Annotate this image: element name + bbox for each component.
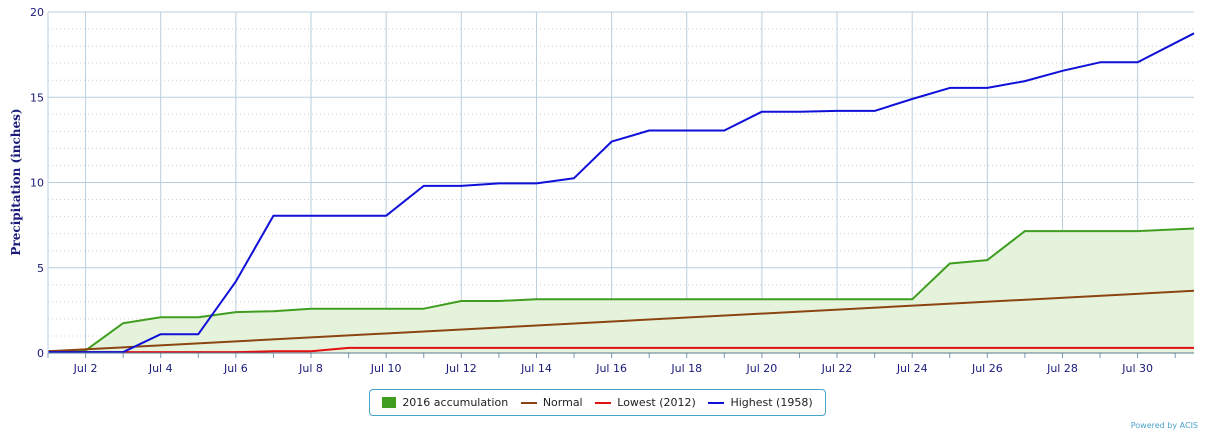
legend-swatch-normal bbox=[520, 401, 537, 404]
x-tick-label: Jul 2 bbox=[73, 362, 98, 375]
x-tick-label: Jul 4 bbox=[148, 362, 173, 375]
area-layer bbox=[48, 228, 1194, 353]
legend-label-2016: 2016 accumulation bbox=[402, 396, 509, 409]
y-tick-label: 0 bbox=[37, 347, 44, 360]
legend-item-lowest[interactable]: Lowest (2012) bbox=[595, 396, 696, 409]
y-tick-label: 5 bbox=[37, 262, 44, 275]
x-tick-label: Jul 30 bbox=[1121, 362, 1153, 375]
y-tick-label: 15 bbox=[30, 91, 44, 104]
series-line-highest-1958 bbox=[48, 32, 1195, 354]
legend-item-2016[interactable]: 2016 accumulation bbox=[382, 396, 508, 409]
legend-swatch-lowest bbox=[595, 401, 612, 404]
credit-link[interactable]: Powered by ACIS bbox=[1130, 421, 1198, 430]
axes: 0 5 10 15 20 Jul 2 Jul 4 Jul 6 Jul 8 Jul 10 Jul 12… bbox=[30, 6, 1194, 375]
x-tick-label: Jul 8 bbox=[298, 362, 323, 375]
x-tick-label: Jul 18 bbox=[670, 362, 702, 375]
grid bbox=[48, 11, 1194, 354]
y-tick-label: 20 bbox=[30, 6, 44, 19]
y-axis-label: Precipitation (inches) bbox=[9, 108, 23, 255]
x-tick-label: Jul 22 bbox=[821, 362, 853, 375]
x-tick-label: Jul 28 bbox=[1046, 362, 1078, 375]
x-tick-label: Jul 16 bbox=[595, 362, 627, 375]
legend-item-highest[interactable]: Highest (1958) bbox=[708, 396, 813, 409]
line-layer bbox=[47, 32, 1195, 354]
legend-label-highest: Highest (1958) bbox=[730, 396, 813, 409]
x-tick-label: Jul 26 bbox=[971, 362, 1003, 375]
x-tick-label: Jul 6 bbox=[223, 362, 248, 375]
legend-item-normal[interactable]: Normal bbox=[520, 396, 583, 409]
legend-swatch-highest bbox=[708, 401, 725, 404]
x-tick-label: Jul 20 bbox=[746, 362, 778, 375]
legend: 2016 accumulation Normal Lowest (2012) H… bbox=[369, 389, 826, 416]
legend-label-normal: Normal bbox=[542, 396, 583, 409]
legend-label-lowest: Lowest (2012) bbox=[617, 396, 696, 409]
series-area-2016-accumulation bbox=[48, 228, 1194, 353]
x-tick-label: Jul 24 bbox=[896, 362, 928, 375]
x-tick-label: Jul 12 bbox=[445, 362, 477, 375]
x-tick-label: Jul 14 bbox=[520, 362, 552, 375]
legend-swatch-2016 bbox=[382, 397, 397, 408]
x-tick-label: Jul 10 bbox=[370, 362, 402, 375]
y-tick-label: 10 bbox=[30, 177, 44, 190]
series-line-2016-accumulation bbox=[47, 227, 1195, 353]
series-line-normal bbox=[47, 289, 1195, 353]
